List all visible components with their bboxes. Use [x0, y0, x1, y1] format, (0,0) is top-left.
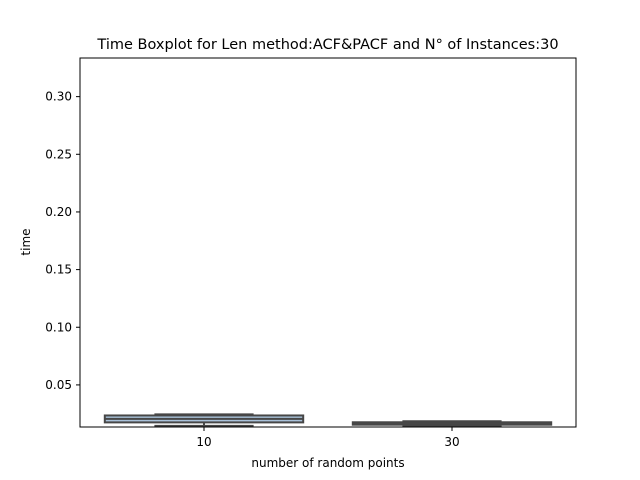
y-tick-label: 0.30 — [45, 90, 72, 104]
plot-area — [103, 413, 553, 427]
box-30 — [351, 420, 553, 427]
y-tick-label: 0.10 — [45, 320, 72, 334]
y-axis-label: time — [19, 228, 33, 255]
box-10 — [103, 413, 305, 427]
y-tick-label: 0.25 — [45, 147, 72, 161]
plot-frame — [79, 57, 577, 428]
x-tick-label: 10 — [196, 435, 211, 449]
y-tick-label: 0.15 — [45, 263, 72, 277]
y-axis: 0.05 0.10 0.15 0.20 0.25 0.30 — [45, 90, 80, 392]
x-axis-label: number of random points — [251, 456, 404, 470]
y-tick-label: 0.05 — [45, 378, 72, 392]
x-axis: 10 30 — [196, 427, 460, 449]
chart-title: Time Boxplot for Len method:ACF&PACF and… — [96, 37, 558, 53]
y-tick-label: 0.20 — [45, 205, 72, 219]
x-tick-label: 30 — [444, 435, 459, 449]
